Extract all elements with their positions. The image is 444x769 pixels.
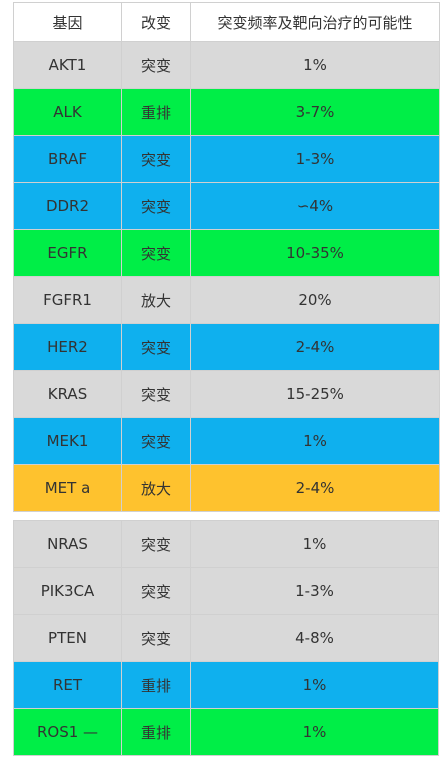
gene-cell: RET [13,661,122,709]
frequency-cell: 2-4% [190,323,440,371]
table-row: NRAS 突变 1% [13,520,439,568]
frequency-cell: ∽4% [190,182,440,230]
table-row: DDR2 突变 ∽4% [13,182,440,230]
frequency-cell: 1% [190,417,440,465]
gene-cell: PIK3CA [13,567,122,615]
gene-cell: ROS1 — [13,708,122,756]
frequency-cell: 1-3% [190,135,440,183]
frequency-cell: 15-25% [190,370,440,418]
gene-cell: ALK [13,88,122,136]
frequency-cell: 3-7% [190,88,440,136]
table-row: ALK 重排 3-7% [13,88,440,136]
frequency-cell: 20% [190,276,440,324]
gene-cell: MEK1 [13,417,122,465]
frequency-cell: 1% [190,661,439,709]
frequency-cell: 1-3% [190,567,439,615]
change-cell: 突变 [121,614,191,662]
gene-cell: PTEN [13,614,122,662]
table-header-row: 基因 改变 突变频率及靶向治疗的可能性 [13,2,440,42]
frequency-cell: 10-35% [190,229,440,277]
change-cell: 突变 [121,323,191,371]
table-row: BRAF 突变 1-3% [13,135,440,183]
table-row: ROS1 — 重排 1% [13,708,439,756]
header-change: 改变 [121,2,191,42]
change-cell: 突变 [121,229,191,277]
change-cell: 突变 [121,370,191,418]
gene-cell: HER2 [13,323,122,371]
gene-cell: FGFR1 [13,276,122,324]
gene-table-bottom: NRAS 突变 1% PIK3CA 突变 1-3% PTEN 突变 4-8% RET 重排 1% ROS… [13,520,439,756]
frequency-cell: 2-4% [190,464,440,512]
change-cell: 突变 [121,41,191,89]
gene-cell: MET a [13,464,122,512]
gene-cell: KRAS [13,370,122,418]
table-row: MEK1 突变 1% [13,417,440,465]
table-row: PIK3CA 突变 1-3% [13,567,439,615]
table-row: FGFR1 放大 20% [13,276,440,324]
gene-cell: DDR2 [13,182,122,230]
header-frequency: 突变频率及靶向治疗的可能性 [190,2,440,42]
frequency-cell: 1% [190,41,440,89]
change-cell: 重排 [121,661,191,709]
table-row: RET 重排 1% [13,661,439,709]
gene-table-top: 基因 改变 突变频率及靶向治疗的可能性 AKT1 突变 1% ALK 重排 3-7% BRA… [13,2,440,512]
change-cell: 重排 [121,88,191,136]
frequency-cell: 1% [190,520,439,568]
table-row: PTEN 突变 4-8% [13,614,439,662]
change-cell: 突变 [121,567,191,615]
table-row: AKT1 突变 1% [13,41,440,89]
gene-cell: BRAF [13,135,122,183]
change-cell: 突变 [121,417,191,465]
frequency-cell: 1% [190,708,439,756]
change-cell: 放大 [121,276,191,324]
table-row: HER2 突变 2-4% [13,323,440,371]
change-cell: 突变 [121,135,191,183]
gene-cell: EGFR [13,229,122,277]
change-cell: 突变 [121,520,191,568]
change-cell: 突变 [121,182,191,230]
gene-cell: AKT1 [13,41,122,89]
table-row: KRAS 突变 15-25% [13,370,440,418]
gene-cell: NRAS [13,520,122,568]
table-row: EGFR 突变 10-35% [13,229,440,277]
frequency-cell: 4-8% [190,614,439,662]
header-gene: 基因 [13,2,122,42]
change-cell: 放大 [121,464,191,512]
change-cell: 重排 [121,708,191,756]
table-gap [0,512,444,519]
table-row: MET a 放大 2-4% [13,464,440,512]
